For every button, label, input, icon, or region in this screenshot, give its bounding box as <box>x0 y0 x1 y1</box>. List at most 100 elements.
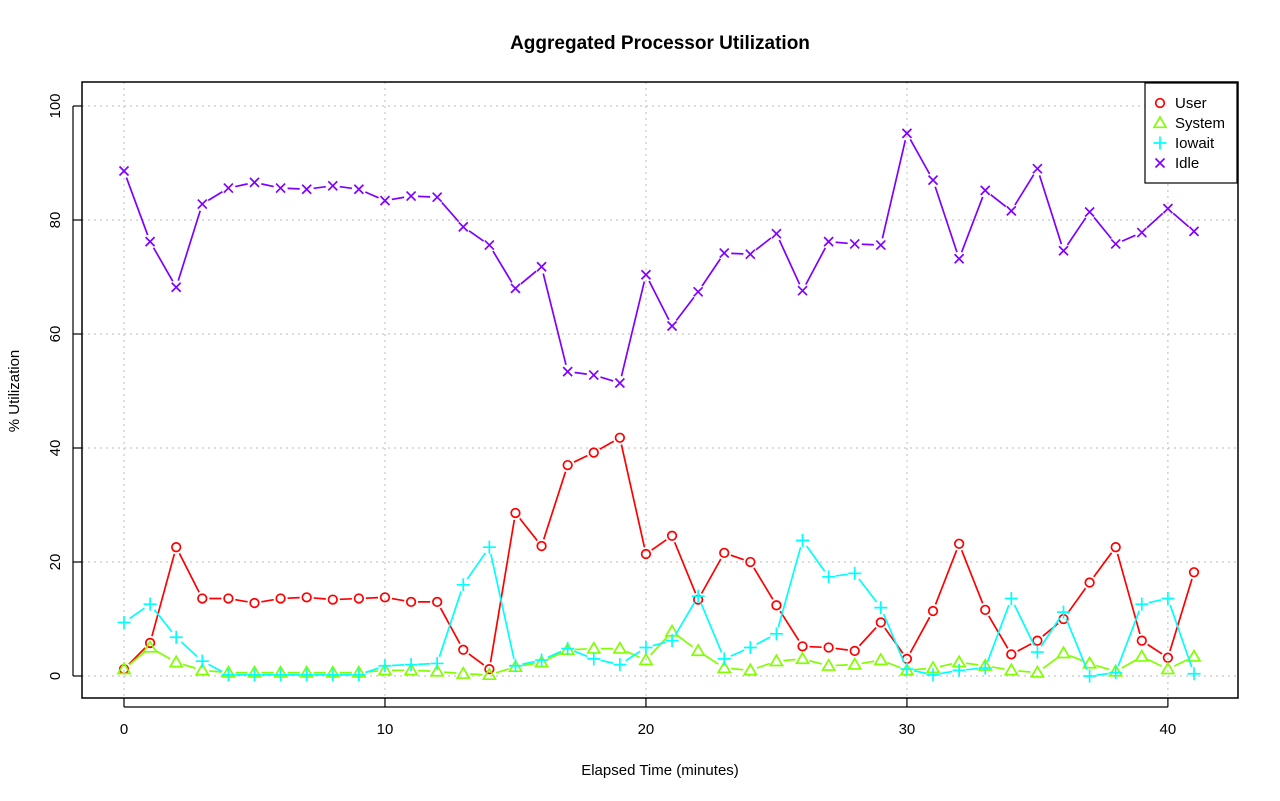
data-point-user <box>353 593 365 604</box>
data-point-idle <box>954 253 965 264</box>
data-point-idle <box>614 377 625 389</box>
data-point-user <box>484 664 495 675</box>
data-point-idle <box>1058 245 1069 256</box>
data-point-idle <box>223 182 234 194</box>
y-tick-label: 60 <box>47 326 64 343</box>
data-point-idle <box>353 184 364 195</box>
data-point-iowait <box>1004 591 1018 605</box>
legend-item-system: System <box>1152 115 1225 132</box>
data-point-iowait <box>1109 666 1123 680</box>
chart-title: Aggregated Processor Utilization <box>510 33 810 54</box>
data-point-system <box>873 652 889 666</box>
plot-frame <box>81 81 1239 699</box>
data-point-idle <box>823 236 834 247</box>
data-point-idle <box>327 180 338 191</box>
data-point-idle <box>197 198 208 210</box>
y-tick-label: 40 <box>47 440 64 457</box>
data-point-user <box>379 592 391 603</box>
data-point-iowait <box>796 533 810 547</box>
data-point-system <box>638 652 654 666</box>
data-point-user <box>745 556 756 568</box>
data-point-iowait <box>1057 605 1071 619</box>
data-point-user <box>1188 567 1200 578</box>
data-point-iowait <box>561 642 575 656</box>
data-point-user <box>1084 577 1095 588</box>
data-point-idle <box>1032 163 1043 174</box>
data-point-iowait <box>1161 591 1175 605</box>
x-tick-label: 0 <box>120 721 128 738</box>
legend-item-user: User <box>1154 95 1207 112</box>
data-point-iowait <box>952 663 966 677</box>
y-tick-label: 100 <box>47 93 64 118</box>
data-point-idle <box>901 128 913 139</box>
x-tick-label: 10 <box>377 721 394 738</box>
data-point-user <box>510 507 521 519</box>
x-tick-label: 40 <box>1160 721 1177 738</box>
data-point-system <box>768 653 784 667</box>
data-point-iowait <box>822 570 836 584</box>
data-point-iowait <box>1135 597 1149 611</box>
data-point-idle <box>1162 203 1174 214</box>
data-point-user <box>588 447 599 458</box>
data-point-iowait <box>665 634 679 648</box>
data-point-iowait <box>352 668 366 682</box>
data-point-user <box>1110 542 1121 553</box>
data-point-system <box>194 662 210 676</box>
data-point-iowait <box>769 627 783 641</box>
data-point-idle <box>745 249 756 260</box>
data-point-iowait <box>535 653 549 667</box>
legend-label: System <box>1175 115 1225 132</box>
data-point-idle <box>666 320 678 332</box>
data-point-iowait <box>326 668 340 682</box>
data-point-system <box>1003 662 1019 676</box>
data-point-system <box>847 656 863 670</box>
data-point-system <box>742 662 758 676</box>
series-line-iowait <box>129 545 1193 676</box>
data-point-iowait <box>848 566 862 580</box>
data-point-iowait <box>978 661 992 675</box>
data-point-user <box>953 538 965 549</box>
data-point-user <box>849 645 860 657</box>
data-point-idle <box>797 285 808 296</box>
data-point-idle <box>980 185 991 196</box>
data-point-idle <box>458 221 469 232</box>
series-line-idle <box>125 139 1190 382</box>
data-point-system <box>821 658 837 671</box>
data-point-system <box>403 662 419 676</box>
data-point-idle <box>562 366 573 377</box>
data-point-system <box>168 654 184 668</box>
data-point-system <box>534 654 550 668</box>
data-point-iowait <box>482 540 496 554</box>
data-point-iowait <box>743 641 757 654</box>
data-point-idle <box>275 182 286 194</box>
series-user <box>118 432 1200 675</box>
series-line-user <box>128 440 1193 666</box>
data-point-idle <box>405 190 417 202</box>
data-point-user <box>666 530 678 541</box>
data-point-system <box>690 643 706 657</box>
data-point-user <box>875 617 886 628</box>
data-point-iowait <box>691 589 705 603</box>
data-point-idle <box>379 195 391 206</box>
data-point-idle <box>1006 205 1017 216</box>
data-point-system <box>612 640 628 654</box>
data-point-user <box>197 593 208 604</box>
data-point-user <box>432 596 443 608</box>
data-point-user <box>640 548 652 560</box>
y-tick-label: 0 <box>47 672 64 680</box>
data-point-user <box>823 642 834 653</box>
data-point-user <box>797 641 808 652</box>
data-point-system <box>1160 661 1176 675</box>
data-point-iowait <box>508 659 522 673</box>
data-point-idle <box>849 238 860 250</box>
data-point-system <box>1029 664 1045 678</box>
legend-label: User <box>1175 95 1207 112</box>
data-point-idle <box>927 174 939 186</box>
data-point-system <box>1134 648 1150 662</box>
legend-marker-user <box>1154 97 1166 109</box>
data-point-user <box>771 600 782 611</box>
grid <box>82 82 1238 698</box>
legend-label: Iowait <box>1175 135 1215 152</box>
data-point-idle <box>1188 226 1200 237</box>
data-point-user <box>1032 635 1043 646</box>
